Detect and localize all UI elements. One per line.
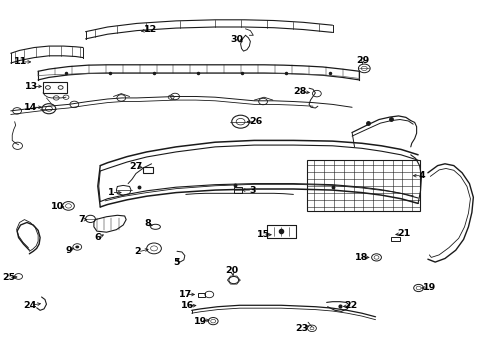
Text: 27: 27: [129, 162, 142, 171]
Text: 3: 3: [248, 186, 255, 194]
Text: 19: 19: [193, 317, 207, 325]
Bar: [233, 187, 241, 193]
Text: 2: 2: [134, 248, 141, 256]
Text: 8: 8: [144, 219, 151, 228]
Text: 9: 9: [65, 246, 72, 255]
Text: 18: 18: [354, 253, 368, 262]
Text: 29: 29: [355, 56, 369, 65]
Bar: [43, 82, 66, 93]
Text: 20: 20: [225, 266, 238, 275]
Text: 21: 21: [396, 230, 409, 239]
Text: 22: 22: [344, 301, 357, 310]
Text: 7: 7: [79, 215, 85, 224]
Text: 6: 6: [94, 233, 101, 242]
Text: 14: 14: [24, 103, 38, 112]
Text: 25: 25: [2, 274, 15, 282]
Text: 30: 30: [230, 35, 243, 44]
Text: 17: 17: [179, 290, 192, 299]
Bar: [142, 167, 152, 173]
Text: 5: 5: [172, 258, 179, 267]
Text: 23: 23: [295, 324, 308, 333]
Text: 12: 12: [143, 25, 157, 34]
Text: 10: 10: [51, 202, 64, 211]
Text: 4: 4: [417, 171, 424, 180]
Text: 28: 28: [293, 87, 306, 96]
Text: 26: 26: [249, 117, 263, 126]
Circle shape: [75, 246, 79, 248]
Text: 1: 1: [108, 188, 115, 197]
Text: 11: 11: [14, 57, 27, 66]
Text: 13: 13: [25, 82, 38, 91]
Bar: [198, 293, 204, 297]
Text: 15: 15: [256, 230, 269, 239]
Text: 16: 16: [180, 301, 194, 310]
Bar: [390, 237, 399, 241]
Text: 24: 24: [23, 301, 37, 310]
Bar: [306, 160, 419, 211]
Text: 19: 19: [422, 284, 435, 292]
